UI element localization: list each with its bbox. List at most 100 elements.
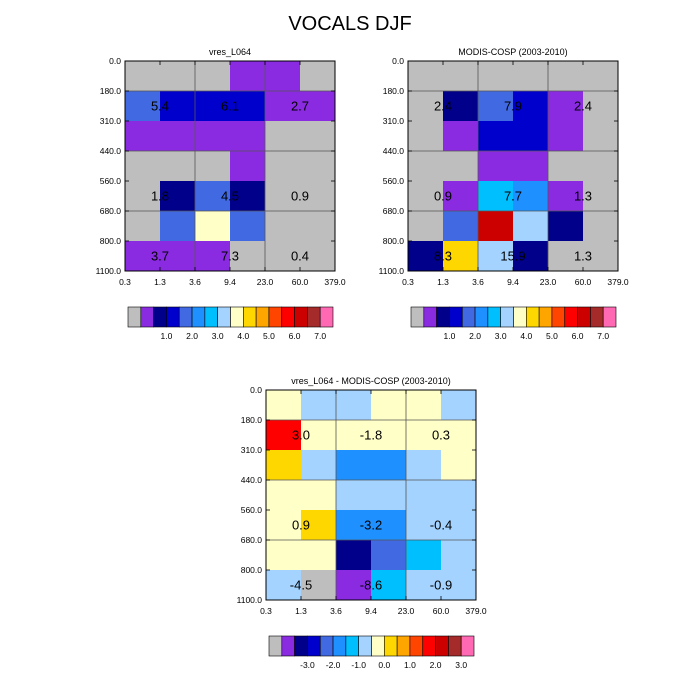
heatmap-cell bbox=[548, 121, 584, 152]
colorbar-label: 0.0 bbox=[378, 660, 390, 670]
cell-annotation: -3.2 bbox=[360, 518, 382, 533]
heatmap-cell bbox=[513, 211, 549, 242]
colorbar-swatch bbox=[281, 306, 295, 328]
heatmap-cell bbox=[125, 181, 161, 212]
heatmap-cell bbox=[478, 121, 514, 152]
heatmap-cell bbox=[336, 450, 372, 481]
y-tick-label: 800.0 bbox=[100, 236, 122, 246]
heatmap-cell bbox=[371, 540, 407, 571]
heatmap-cell bbox=[441, 510, 477, 541]
heatmap-cell bbox=[266, 450, 302, 481]
colorbar-swatch bbox=[410, 306, 425, 328]
cell-annotation: 6.1 bbox=[221, 99, 239, 114]
x-tick-label: 0.3 bbox=[402, 277, 414, 287]
heatmap-cell bbox=[160, 91, 196, 122]
x-tick-label: 3.6 bbox=[330, 606, 342, 616]
colorbar-label: 2.0 bbox=[469, 331, 481, 341]
y-tick-label: 680.0 bbox=[241, 535, 263, 545]
heatmap-cell bbox=[478, 241, 514, 272]
heatmap-cell bbox=[300, 61, 336, 92]
y-tick-label: 0.0 bbox=[250, 385, 262, 395]
colorbar-swatch bbox=[204, 306, 218, 328]
colorbar-label: 4.0 bbox=[237, 331, 249, 341]
colorbar-swatch bbox=[384, 635, 398, 657]
heatmap-cell bbox=[406, 450, 442, 481]
heatmap-cell bbox=[265, 211, 301, 242]
colorbar-label: 2.0 bbox=[430, 660, 442, 670]
colorbar-swatch bbox=[268, 306, 283, 328]
heatmap-cell bbox=[478, 151, 514, 182]
cell-annotation: -0.4 bbox=[430, 518, 452, 533]
cell-annotation: 8.3 bbox=[434, 249, 452, 264]
heatmap-cell bbox=[125, 91, 161, 122]
colorbar-swatch bbox=[460, 635, 475, 657]
heatmap-cell bbox=[266, 480, 302, 511]
cell-annotation: 7.7 bbox=[504, 189, 522, 204]
heatmap-cell bbox=[265, 151, 301, 182]
colorbar-label: 3.0 bbox=[212, 331, 224, 341]
heatmap-cell bbox=[336, 540, 372, 571]
colorbar-swatch bbox=[191, 306, 206, 328]
heatmap-cell bbox=[443, 241, 479, 272]
colorbar-swatch bbox=[230, 306, 244, 328]
heatmap-cell bbox=[583, 91, 619, 122]
colorbar-label: 5.0 bbox=[263, 331, 275, 341]
heatmap-cell bbox=[443, 211, 479, 242]
colorbar-swatch bbox=[448, 635, 462, 657]
colorbar-label: 6.0 bbox=[572, 331, 584, 341]
colorbar-label: -2.0 bbox=[326, 660, 341, 670]
colorbar-swatch bbox=[526, 306, 540, 328]
heatmap-cell bbox=[230, 181, 266, 212]
heatmap-cell bbox=[408, 91, 444, 122]
heatmap-cell bbox=[265, 61, 301, 92]
heatmap-cell bbox=[300, 241, 336, 272]
cell-annotation: 3.0 bbox=[292, 428, 310, 443]
cell-annotation: 2.4 bbox=[574, 99, 592, 114]
y-tick-label: 440.0 bbox=[241, 475, 263, 485]
heatmap-cell bbox=[443, 61, 479, 92]
heatmap-cell bbox=[266, 510, 302, 541]
colorbar-swatch bbox=[358, 635, 372, 657]
colorbar-label: 6.0 bbox=[289, 331, 301, 341]
y-tick-label: 1100.0 bbox=[96, 266, 122, 276]
x-tick-label: 0.3 bbox=[260, 606, 272, 616]
colorbar-label: 7.0 bbox=[597, 331, 609, 341]
colorbar-swatch bbox=[127, 306, 142, 328]
y-tick-label: 560.0 bbox=[241, 505, 263, 515]
colorbar-swatch bbox=[500, 306, 514, 328]
colorbar-swatch bbox=[217, 306, 231, 328]
x-tick-label: 60.0 bbox=[292, 277, 309, 287]
x-tick-label: 60.0 bbox=[575, 277, 592, 287]
x-tick-label: 3.6 bbox=[189, 277, 201, 287]
colorbar-label: 1.0 bbox=[404, 660, 416, 670]
y-tick-label: 0.0 bbox=[392, 56, 404, 66]
x-tick-label: 1.3 bbox=[295, 606, 307, 616]
heatmap-cell bbox=[230, 151, 266, 182]
heatmap-cell bbox=[160, 241, 196, 272]
colorbar-swatch bbox=[474, 306, 489, 328]
heatmap-cell bbox=[408, 211, 444, 242]
colorbar-swatch bbox=[449, 306, 463, 328]
colorbar-swatch bbox=[319, 635, 334, 657]
heatmap-cell bbox=[336, 480, 372, 511]
cell-annotation: 0.9 bbox=[292, 518, 310, 533]
heatmap-cell bbox=[301, 510, 337, 541]
colorbar-label: 4.0 bbox=[520, 331, 532, 341]
colorbar-swatch bbox=[345, 635, 359, 657]
heatmap-cell bbox=[406, 420, 442, 451]
heatmap-cell bbox=[266, 540, 302, 571]
cell-annotation: 4.5 bbox=[221, 189, 239, 204]
heatmap-cell bbox=[443, 181, 479, 212]
y-tick-label: 680.0 bbox=[100, 206, 122, 216]
heatmap-cell bbox=[265, 181, 301, 212]
x-tick-label: 379.0 bbox=[607, 277, 629, 287]
colorbar-label: 7.0 bbox=[314, 331, 326, 341]
heatmap-cell bbox=[125, 151, 161, 182]
colorbar-swatch bbox=[487, 306, 501, 328]
heatmap-cell bbox=[406, 540, 442, 571]
heatmap-cell bbox=[583, 121, 619, 152]
heatmap-cell bbox=[583, 241, 619, 272]
heatmap-cell bbox=[371, 450, 407, 481]
colorbar-swatch bbox=[255, 306, 270, 328]
heatmap-cell bbox=[513, 151, 549, 182]
